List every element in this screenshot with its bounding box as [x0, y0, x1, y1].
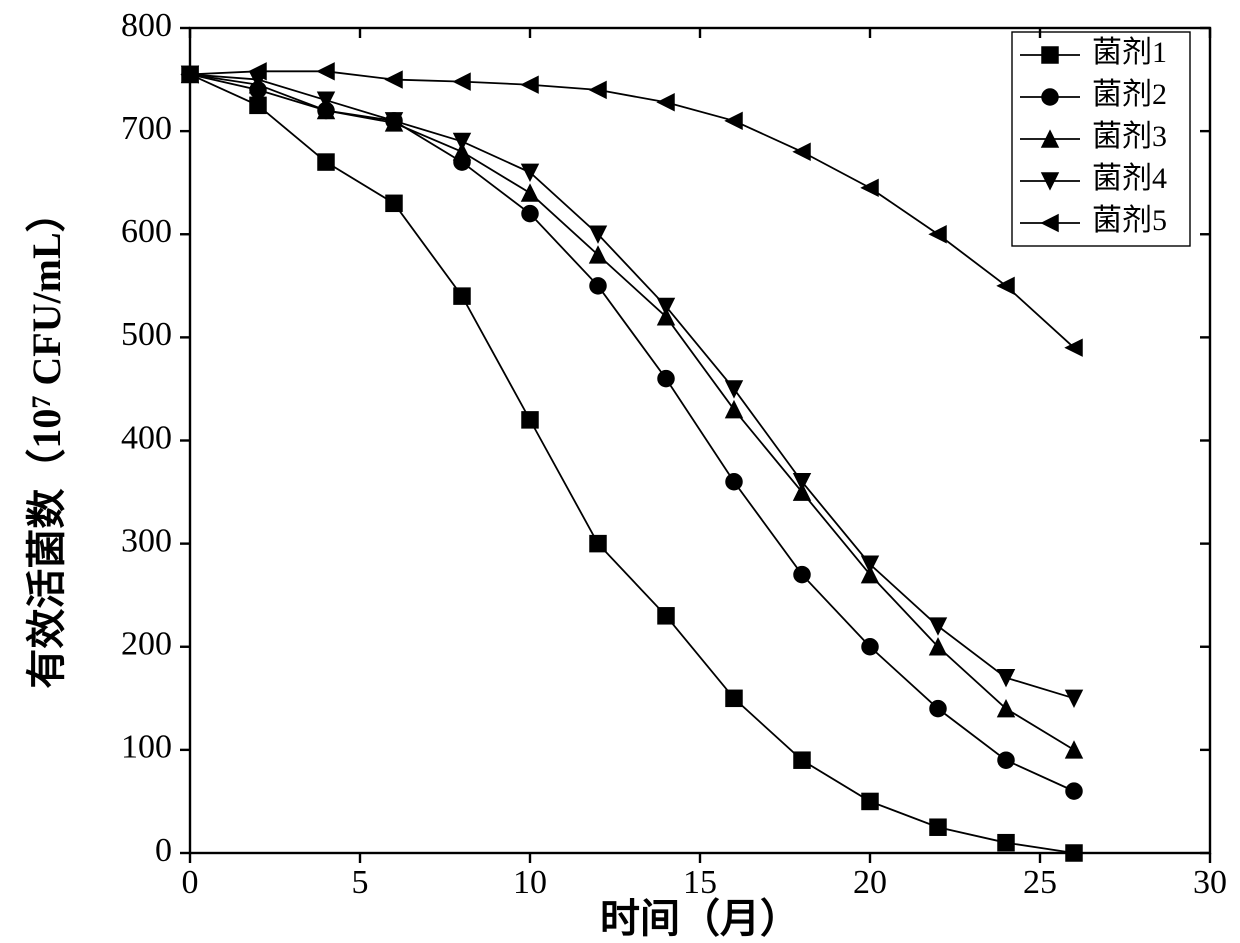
chart-svg: 0510152025300100200300400500600700800时间（…	[0, 0, 1240, 943]
svg-text:700: 700	[121, 110, 172, 147]
svg-text:200: 200	[121, 626, 172, 663]
svg-text:600: 600	[121, 213, 172, 250]
svg-text:菌剂5: 菌剂5	[1092, 204, 1167, 237]
chart-container: 0510152025300100200300400500600700800时间（…	[0, 0, 1240, 943]
svg-text:0: 0	[182, 864, 199, 901]
svg-text:25: 25	[1023, 864, 1057, 901]
svg-text:20: 20	[853, 864, 887, 901]
svg-text:有效活菌数（107 CFU/mL）: 有效活菌数（107 CFU/mL）	[24, 192, 69, 688]
svg-text:时间（月）: 时间（月）	[600, 896, 800, 941]
svg-text:800: 800	[121, 7, 172, 44]
svg-text:500: 500	[121, 316, 172, 353]
svg-text:5: 5	[352, 864, 369, 901]
svg-text:400: 400	[121, 419, 172, 456]
svg-text:菌剂2: 菌剂2	[1092, 78, 1167, 111]
svg-text:10: 10	[513, 864, 547, 901]
svg-text:300: 300	[121, 522, 172, 559]
svg-text:菌剂4: 菌剂4	[1092, 162, 1167, 195]
svg-text:0: 0	[155, 832, 172, 869]
svg-text:菌剂1: 菌剂1	[1092, 36, 1167, 69]
svg-text:30: 30	[1193, 864, 1227, 901]
svg-text:100: 100	[121, 729, 172, 766]
svg-text:菌剂3: 菌剂3	[1092, 120, 1167, 153]
